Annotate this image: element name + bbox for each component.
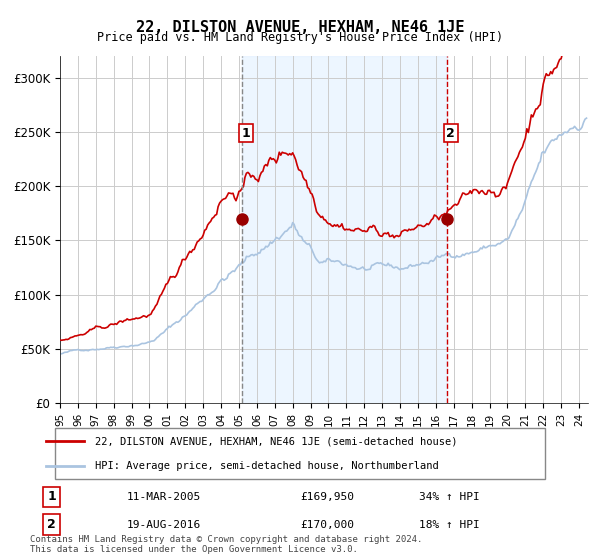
FancyBboxPatch shape [55,428,545,479]
Bar [242,56,447,403]
Text: Contains HM Land Registry data © Crown copyright and database right 2024.
This d: Contains HM Land Registry data © Crown c… [30,535,422,554]
Text: 2: 2 [47,518,56,531]
Text: £169,950: £169,950 [300,492,354,502]
Text: £170,000: £170,000 [300,520,354,530]
Text: 19-AUG-2016: 19-AUG-2016 [127,520,202,530]
Text: 22, DILSTON AVENUE, HEXHAM, NE46 1JE: 22, DILSTON AVENUE, HEXHAM, NE46 1JE [136,20,464,35]
Text: Price paid vs. HM Land Registry's House Price Index (HPI): Price paid vs. HM Land Registry's House … [97,31,503,44]
Text: 1: 1 [47,491,56,503]
Text: HPI: Average price, semi-detached house, Northumberland: HPI: Average price, semi-detached house,… [95,461,439,471]
Text: 1: 1 [242,127,250,139]
Text: 22, DILSTON AVENUE, HEXHAM, NE46 1JE (semi-detached house): 22, DILSTON AVENUE, HEXHAM, NE46 1JE (se… [95,436,457,446]
Text: 18% ↑ HPI: 18% ↑ HPI [419,520,479,530]
Text: 34% ↑ HPI: 34% ↑ HPI [419,492,479,502]
Text: 11-MAR-2005: 11-MAR-2005 [127,492,202,502]
Text: 2: 2 [446,127,455,139]
